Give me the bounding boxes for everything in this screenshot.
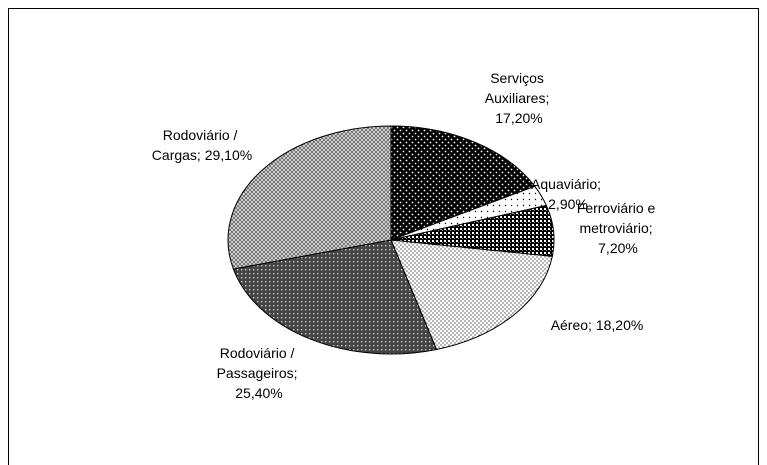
data-label: Serviços Auxiliares; 17,20% (485, 70, 553, 126)
frame (8, 8, 759, 465)
data-label: Aquaviário; 2,90% (531, 176, 605, 212)
data-label: Aéreo; 18,20% (551, 317, 644, 333)
pie-slice (390, 239, 553, 351)
data-label: Rodoviário / Cargas; 29,10% (152, 127, 252, 163)
pie-slice (232, 239, 438, 355)
data-label: Rodoviário / Passageiros; 25,40% (217, 345, 302, 401)
pie-slice (390, 125, 536, 241)
data-label: Ferroviário e metroviário; 7,20% (577, 200, 659, 256)
pie-slice (227, 125, 392, 270)
